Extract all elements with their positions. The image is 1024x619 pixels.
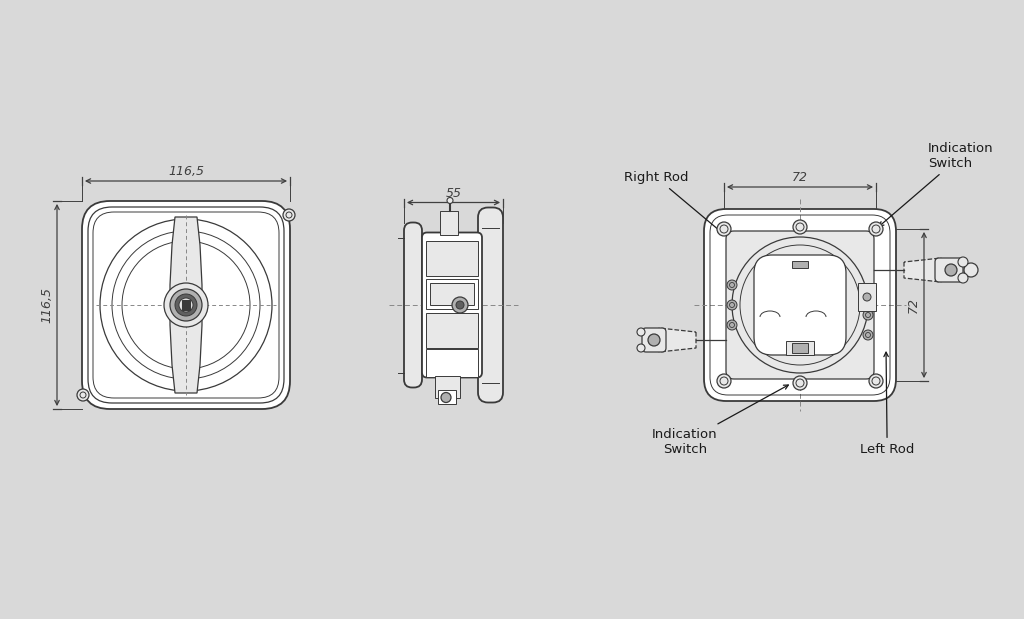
Circle shape (793, 220, 807, 234)
Circle shape (958, 273, 968, 283)
FancyBboxPatch shape (478, 207, 503, 402)
Bar (792, 343, 808, 353)
Text: 72: 72 (792, 171, 808, 184)
Circle shape (637, 328, 645, 336)
Bar (438, 389, 456, 404)
Circle shape (456, 301, 464, 309)
Text: Left Rod: Left Rod (860, 352, 914, 456)
Circle shape (447, 197, 453, 204)
Circle shape (283, 209, 295, 221)
Bar (435, 376, 460, 397)
Circle shape (727, 320, 737, 330)
FancyBboxPatch shape (935, 258, 963, 282)
Polygon shape (170, 217, 202, 393)
FancyBboxPatch shape (422, 233, 482, 378)
Text: Right Rod: Right Rod (624, 171, 723, 233)
FancyBboxPatch shape (705, 209, 896, 401)
Circle shape (869, 374, 883, 388)
Bar (426, 313, 478, 347)
FancyBboxPatch shape (642, 328, 666, 352)
Text: 72: 72 (907, 297, 920, 313)
Bar (440, 210, 458, 235)
Circle shape (717, 222, 731, 236)
Circle shape (717, 374, 731, 388)
FancyBboxPatch shape (726, 231, 874, 379)
Circle shape (869, 222, 883, 236)
Circle shape (179, 298, 193, 312)
Circle shape (452, 297, 468, 313)
Circle shape (648, 334, 660, 346)
Circle shape (863, 293, 871, 301)
Circle shape (945, 264, 957, 276)
Text: 55: 55 (445, 186, 462, 199)
Bar (858, 283, 876, 311)
FancyBboxPatch shape (754, 255, 846, 355)
Text: 116,5: 116,5 (168, 165, 204, 178)
Circle shape (863, 310, 873, 320)
Text: Indication
Switch: Indication Switch (652, 385, 788, 456)
Circle shape (727, 280, 737, 290)
Bar (426, 348, 478, 376)
Bar (786, 341, 814, 355)
Bar (426, 241, 478, 275)
Circle shape (964, 263, 978, 277)
Circle shape (77, 389, 89, 401)
FancyBboxPatch shape (404, 222, 422, 387)
Circle shape (175, 294, 197, 316)
Polygon shape (659, 328, 696, 352)
Circle shape (441, 392, 451, 402)
Circle shape (727, 300, 737, 310)
Circle shape (863, 330, 873, 340)
Bar (182, 300, 190, 310)
Polygon shape (904, 258, 941, 282)
Bar (426, 279, 478, 308)
Circle shape (958, 257, 968, 267)
Text: 116,5: 116,5 (40, 287, 53, 323)
Bar (792, 261, 808, 268)
Circle shape (170, 289, 202, 321)
Circle shape (164, 283, 208, 327)
Circle shape (793, 376, 807, 390)
Bar (430, 282, 474, 305)
Circle shape (637, 344, 645, 352)
Text: Indication
Switch: Indication Switch (880, 142, 993, 227)
FancyBboxPatch shape (82, 201, 290, 409)
